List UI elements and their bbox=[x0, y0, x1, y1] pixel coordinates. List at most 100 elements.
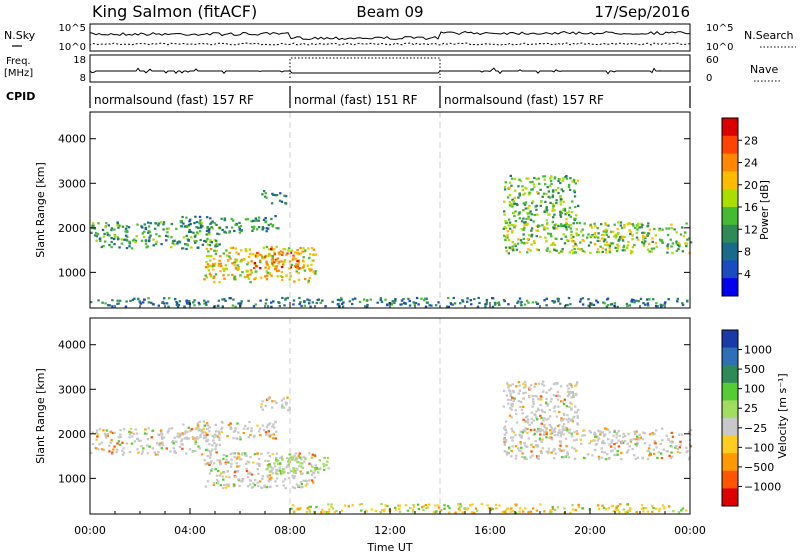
range-cell bbox=[223, 219, 227, 222]
range-cell bbox=[619, 221, 623, 224]
range-cell bbox=[273, 462, 276, 465]
range-cell bbox=[527, 193, 531, 196]
power-ylabel: Slant Range [km] bbox=[34, 162, 47, 258]
range-cell bbox=[233, 264, 236, 267]
range-cell bbox=[96, 435, 99, 438]
date-title: 17/Sep/2016 bbox=[594, 3, 690, 21]
range-cell bbox=[124, 305, 128, 308]
range-cell bbox=[506, 452, 509, 455]
range-cell bbox=[150, 301, 153, 304]
range-cell bbox=[522, 193, 525, 196]
range-cell bbox=[558, 429, 561, 432]
range-cell bbox=[268, 477, 271, 480]
range-cell bbox=[560, 449, 563, 452]
range-cell bbox=[229, 465, 233, 468]
range-cell bbox=[613, 235, 616, 238]
range-cell bbox=[113, 228, 116, 231]
range-cell bbox=[549, 425, 553, 428]
range-cell bbox=[160, 243, 163, 246]
range-cell bbox=[560, 188, 563, 191]
range-cell bbox=[576, 423, 580, 426]
range-cell bbox=[305, 511, 309, 514]
range-cell bbox=[281, 276, 284, 279]
range-cell bbox=[532, 402, 535, 405]
range-cell bbox=[601, 250, 604, 253]
range-cell bbox=[102, 235, 106, 238]
range-cell bbox=[261, 477, 264, 481]
range-cell bbox=[575, 228, 578, 231]
range-cell bbox=[241, 478, 245, 481]
range-cell bbox=[533, 241, 536, 244]
range-cell bbox=[315, 506, 318, 509]
range-cell bbox=[572, 180, 576, 183]
range-cell bbox=[631, 223, 634, 226]
range-cell bbox=[543, 228, 546, 231]
range-cell bbox=[535, 235, 538, 238]
range-cell bbox=[603, 451, 606, 454]
range-cell bbox=[145, 444, 149, 447]
range-cell bbox=[569, 224, 572, 227]
range-cell bbox=[209, 239, 212, 242]
range-cell bbox=[294, 452, 298, 455]
range-cell bbox=[171, 240, 175, 243]
range-cell bbox=[279, 250, 283, 253]
range-cell bbox=[178, 240, 181, 243]
range-cell bbox=[323, 468, 326, 471]
colorbar-swatch bbox=[722, 453, 738, 472]
range-cell bbox=[635, 444, 638, 447]
range-cell bbox=[302, 266, 305, 269]
range-cell bbox=[642, 242, 646, 245]
y-tick-label: 3000 bbox=[58, 177, 86, 190]
range-cell bbox=[262, 428, 266, 432]
range-cell bbox=[553, 224, 556, 227]
range-cell bbox=[408, 299, 411, 303]
range-cell bbox=[270, 260, 274, 264]
range-cell bbox=[687, 458, 691, 461]
range-cell bbox=[569, 511, 572, 514]
range-cell bbox=[616, 450, 619, 453]
range-cell bbox=[120, 449, 124, 452]
range-cell bbox=[281, 251, 285, 254]
range-cell bbox=[331, 507, 335, 510]
range-cell bbox=[553, 213, 556, 216]
range-cell bbox=[560, 225, 563, 228]
range-cell bbox=[90, 301, 93, 304]
range-cell bbox=[304, 484, 307, 487]
range-cell bbox=[646, 510, 649, 513]
range-cell bbox=[615, 506, 618, 509]
range-cell bbox=[549, 250, 552, 253]
colorbar-tick-label: 1000 bbox=[744, 344, 772, 357]
range-cell bbox=[203, 434, 206, 437]
range-cell bbox=[379, 511, 383, 514]
range-cell bbox=[572, 178, 576, 181]
range-cell bbox=[536, 229, 540, 232]
range-cell bbox=[95, 231, 98, 235]
range-cell bbox=[270, 274, 273, 277]
range-cell bbox=[325, 463, 328, 466]
range-cell bbox=[403, 301, 406, 304]
range-cell bbox=[233, 261, 236, 264]
range-cell bbox=[517, 213, 520, 216]
range-cell bbox=[524, 507, 527, 510]
range-cell bbox=[518, 250, 522, 254]
range-cell bbox=[229, 257, 232, 260]
range-cell bbox=[223, 298, 226, 301]
range-cell bbox=[508, 221, 512, 224]
range-cell bbox=[263, 485, 266, 488]
range-cell bbox=[634, 433, 637, 436]
range-cell bbox=[358, 503, 362, 506]
range-cell bbox=[613, 223, 616, 226]
range-cell bbox=[559, 435, 562, 438]
range-cell bbox=[564, 225, 568, 228]
colorbar-tick-label: 28 bbox=[744, 134, 758, 147]
range-cell bbox=[253, 434, 256, 437]
range-cell bbox=[627, 509, 630, 512]
range-cell bbox=[296, 507, 300, 510]
range-cell bbox=[210, 467, 214, 471]
range-cell bbox=[518, 510, 521, 513]
range-cell bbox=[259, 267, 262, 270]
range-cell bbox=[567, 421, 570, 424]
range-cell bbox=[509, 394, 512, 398]
range-cell bbox=[590, 235, 593, 238]
range-cell bbox=[237, 302, 240, 305]
